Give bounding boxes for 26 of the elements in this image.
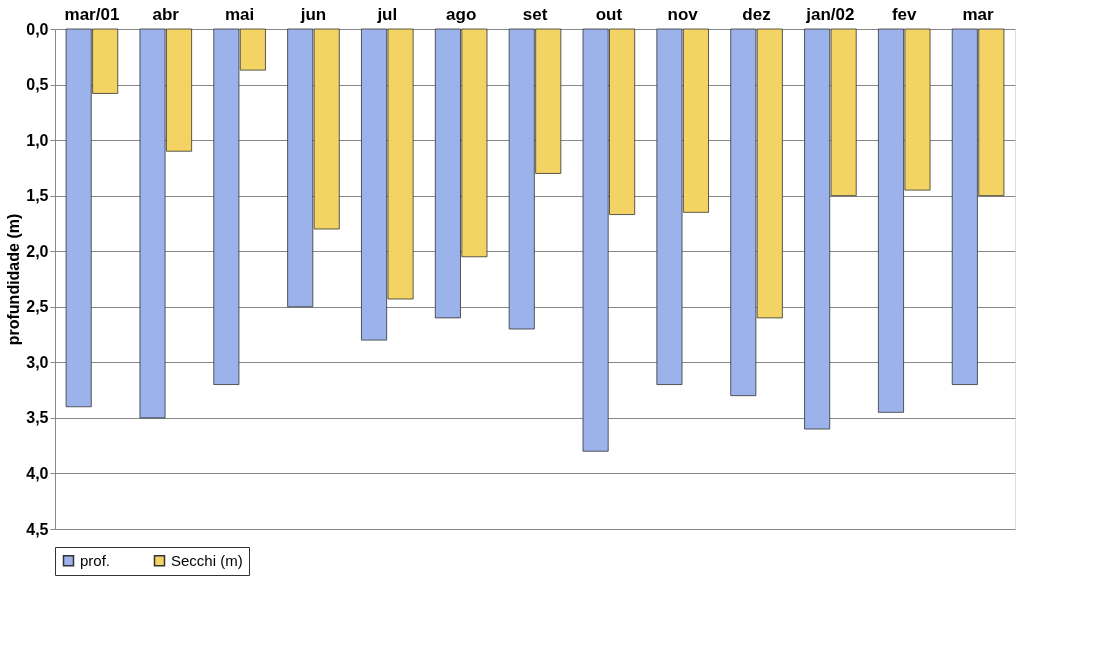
x-tick-label: jan/02	[805, 4, 855, 24]
x-tick-label: ago	[446, 4, 477, 24]
y-tick-label: 4,5	[26, 520, 49, 538]
x-tick-label: fev	[891, 4, 918, 24]
y-axis-title: profundidade (m)	[5, 213, 23, 346]
legend-label: prof.	[80, 551, 111, 569]
y-tick-label: 0,0	[26, 20, 49, 38]
y-tick-label: 2,5	[26, 298, 49, 316]
y-tick-label: 1,0	[26, 131, 49, 149]
y-tick-label: 1,5	[26, 187, 49, 205]
x-tick-label: mar	[962, 4, 995, 24]
x-tick-label: mai	[224, 4, 255, 24]
y-tick-label: 4,0	[26, 464, 49, 482]
x-tick-label: out	[595, 4, 623, 24]
x-tick-label: nov	[667, 4, 699, 24]
x-tick-label: jul	[376, 4, 398, 24]
x-tick-label: abr	[152, 4, 180, 24]
x-tick-label: mar/01	[64, 4, 120, 24]
x-tick-label: jun	[299, 4, 327, 24]
x-tick-label: set	[522, 4, 548, 24]
x-tick-label: dez	[742, 4, 771, 24]
y-tick-label: 0,5	[26, 76, 49, 94]
y-tick-label: 2,0	[26, 242, 49, 260]
y-tick-label: 3,5	[26, 409, 49, 427]
y-tick-label: 3,0	[26, 353, 49, 371]
legend-label: Secchi (m)	[171, 551, 243, 569]
